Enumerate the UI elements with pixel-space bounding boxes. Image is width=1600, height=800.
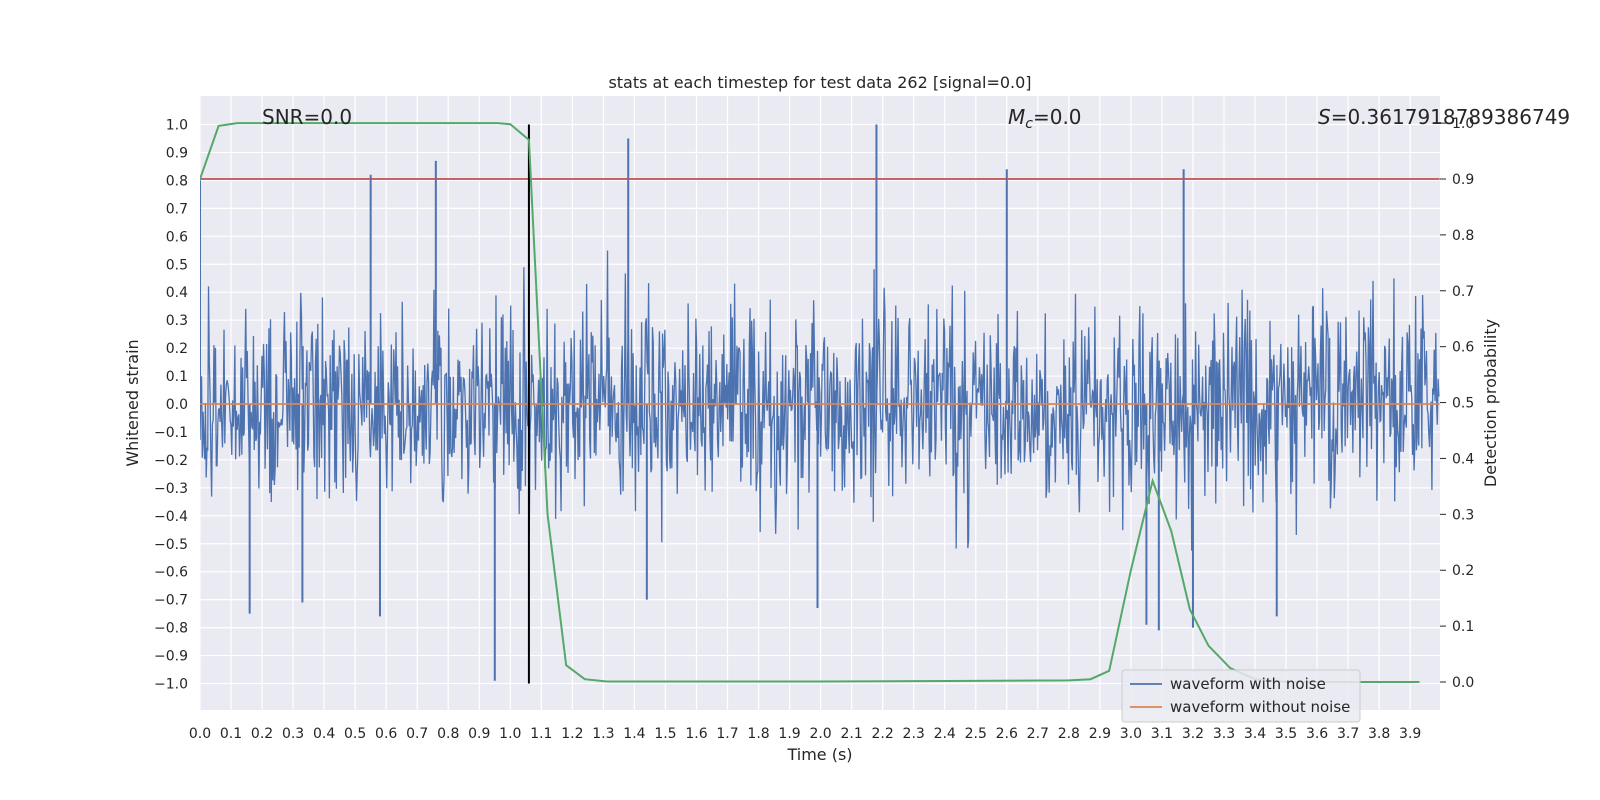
y-tick-label: −0.1 [154, 425, 188, 441]
x-tick-label: 2.2 [872, 726, 894, 742]
x-axis-ticks: 0.0 0.1 0.2 0.3 0.4 0.5 0.6 0.7 0.8 0.9 1.0 1.1 1.2 1… [189, 726, 1421, 742]
x-tick-label: 0.8 [437, 726, 459, 742]
y-tick-label: −0.3 [154, 481, 188, 497]
mc-value: =0.0 [1033, 105, 1082, 129]
x-tick-label: 2.4 [934, 726, 956, 742]
y-tick-label: 1.0 [166, 118, 188, 134]
x-tick-label: 3.3 [1213, 726, 1235, 742]
y-tick-label: −0.5 [154, 537, 188, 553]
y-right-tick-label: 0.2 [1452, 563, 1474, 579]
y-right-tick-label: 0.1 [1452, 619, 1474, 635]
x-tick-label: 3.9 [1399, 726, 1421, 742]
x-tick-label: 1.2 [561, 726, 583, 742]
x-tick-label: 3.4 [1244, 726, 1266, 742]
y-tick-label: −1.0 [154, 677, 188, 693]
y-tick-label: 0.8 [166, 173, 188, 189]
y-right-tick-label: 0.0 [1452, 675, 1474, 691]
x-tick-label: 2.5 [965, 726, 987, 742]
y-tick-label: 0.7 [166, 201, 188, 217]
y-tick-label: 0.9 [166, 145, 188, 161]
y-right-tick-label: 0.9 [1452, 172, 1474, 188]
x-tick-label: 2.1 [840, 726, 862, 742]
y-axis-right-ticks: 1.0 0.9 0.8 0.7 0.6 0.5 0.4 0.3 0.2 0.1 0.0 [1440, 116, 1474, 691]
y-right-tick-label: 0.6 [1452, 340, 1474, 356]
y-right-tick-label: 0.7 [1452, 284, 1474, 300]
legend-box [1121, 669, 1361, 723]
series-waveform-with-noise [200, 124, 1440, 681]
mc-subscript: c [1025, 116, 1033, 132]
y-tick-label: 0.1 [166, 369, 188, 385]
x-tick-label: 0.7 [406, 726, 428, 742]
x-tick-label: 1.9 [778, 726, 800, 742]
x-tick-label: 1.8 [747, 726, 769, 742]
x-tick-label: 0.5 [344, 726, 366, 742]
x-tick-label: 0.4 [313, 726, 335, 742]
mc-annotation: Mc=0.0 [1008, 105, 1082, 132]
y-right-tick-label: 0.8 [1452, 228, 1474, 244]
y-tick-label: 0.5 [166, 257, 188, 273]
x-tick-label: 1.0 [499, 726, 521, 742]
y-tick-label: 0.4 [166, 285, 188, 301]
s-symbol: S [1318, 105, 1331, 129]
x-tick-label: 0.1 [220, 726, 242, 742]
x-tick-label: 1.5 [654, 726, 676, 742]
y-tick-label: −0.6 [154, 565, 188, 581]
x-tick-label: 3.2 [1182, 726, 1204, 742]
y-right-tick-label: 0.5 [1452, 396, 1474, 412]
y-axis-ticks: 1.0 0.9 0.8 0.7 0.6 0.5 0.4 0.3 0.2 0.1 0.0 −0.1 −0.… [154, 118, 188, 693]
y-axis-right-label: Detection probability [1481, 319, 1500, 487]
legend-label-noise: waveform with noise [1170, 675, 1326, 693]
x-tick-label: 3.8 [1368, 726, 1390, 742]
y-tick-label: 0.6 [166, 229, 188, 245]
x-tick-label: 0.0 [189, 726, 211, 742]
y-tick-label: 0.3 [166, 313, 188, 329]
y-tick-label: 0.0 [166, 397, 188, 413]
y-axis-label: Whitened strain [123, 339, 142, 466]
y-right-tick-label: 0.3 [1452, 507, 1474, 523]
y-tick-label: −0.7 [154, 593, 188, 609]
x-tick-label: 2.3 [903, 726, 925, 742]
snr-annotation: SNR=0.0 [262, 105, 352, 129]
x-tick-label: 0.3 [282, 726, 304, 742]
x-tick-label: 3.5 [1275, 726, 1297, 742]
legend-label-clean: waveform without noise [1170, 698, 1350, 716]
x-tick-label: 2.9 [1089, 726, 1111, 742]
y-tick-label: −0.4 [154, 509, 188, 525]
y-tick-label: −0.8 [154, 621, 188, 637]
x-tick-label: 1.1 [530, 726, 552, 742]
y-right-tick-label: 0.4 [1452, 451, 1474, 467]
legend: waveform with noise waveform without noi… [1121, 669, 1361, 723]
x-tick-label: 3.1 [1151, 726, 1173, 742]
x-tick-label: 2.6 [996, 726, 1018, 742]
y-right-tick-label: 1.0 [1452, 116, 1474, 132]
mc-symbol: M [1008, 105, 1025, 129]
s-value: =0.3617918789386749 [1331, 105, 1570, 129]
y-tick-label: 0.2 [166, 341, 188, 357]
noise-trace [200, 250, 1440, 551]
x-tick-label: 0.9 [468, 726, 490, 742]
x-tick-label: 1.6 [685, 726, 707, 742]
y-tick-label: −0.9 [154, 649, 188, 665]
x-tick-label: 0.6 [375, 726, 397, 742]
x-tick-label: 3.6 [1306, 726, 1328, 742]
x-tick-label: 1.3 [592, 726, 614, 742]
x-tick-label: 2.8 [1058, 726, 1080, 742]
chart-title: stats at each timestep for test data 262… [608, 73, 1031, 92]
x-tick-label: 1.7 [716, 726, 738, 742]
x-axis-label: Time (s) [786, 745, 852, 764]
x-tick-label: 0.2 [251, 726, 273, 742]
x-tick-label: 2.7 [1027, 726, 1049, 742]
x-tick-label: 2.0 [809, 726, 831, 742]
x-tick-label: 3.0 [1120, 726, 1142, 742]
x-tick-label: 1.4 [623, 726, 645, 742]
s-annotation: S=0.3617918789386749 [1318, 105, 1570, 129]
x-tick-label: 3.7 [1337, 726, 1359, 742]
y-tick-label: −0.2 [154, 453, 188, 469]
